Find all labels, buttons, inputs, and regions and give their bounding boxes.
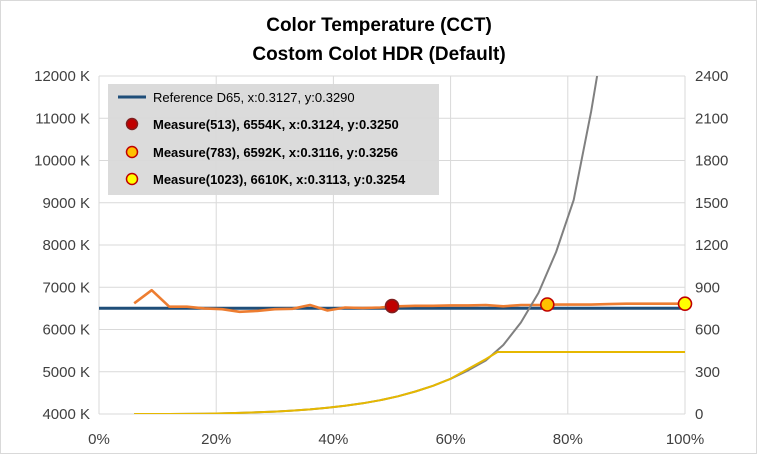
legend-label-measure: Measure(513), 6554K, x:0.3124, y:0.3250 [153,117,399,132]
x-tick-label: 100% [666,431,704,448]
measure-marker-2 [677,296,693,312]
y-right-tick-label: 2100 [695,110,728,127]
series-line-3 [134,351,685,414]
x-tick-label: 60% [436,431,466,448]
measure-markers [384,296,693,314]
legend: Reference D65, x:0.3127, y:0.3290 Measure… [108,84,439,195]
y-left-tick-label: 10000 K [34,153,90,170]
y-right-tick-label: 2400 [695,68,728,85]
legend-label-measure: Measure(783), 6592K, x:0.3116, y:0.3256 [153,145,398,160]
legend-label-reference: Reference D65, x:0.3127, y:0.3290 [153,90,355,105]
x-tick-label: 40% [318,431,348,448]
y-left-tick-label: 7000 K [42,279,90,296]
y-left-tick-label: 6000 K [42,322,90,339]
measure-marker-0 [384,298,400,314]
y-right-tick-label: 300 [695,364,720,381]
y-right-tick-label: 1800 [695,153,728,170]
y-left-tick-label: 12000 K [34,68,90,85]
chart-subtitle: Costom Colot HDR (Default) [252,44,505,65]
measure-marker-1 [539,297,555,312]
legend-swatch-measure [125,117,139,131]
y-right-tick-label: 600 [695,322,720,339]
series-line-1 [133,288,685,314]
y-left-tick-label: 9000 K [42,195,90,212]
legend-label-measure: Measure(1023), 6610K, x:0.3113, y:0.3254 [153,172,406,187]
legend-swatch-measure [125,145,139,159]
y-left-tick-label: 8000 K [42,237,90,254]
legend-swatch-measure [125,172,139,186]
x-tick-label: 20% [201,431,231,448]
x-tick-label: 0% [88,431,110,448]
y-left-tick-label: 4000 K [42,406,90,423]
y-right-tick-label: 900 [695,279,720,296]
y-right-tick-label: 1200 [695,237,728,254]
y-left-tick-label: 11000 K [35,110,90,127]
legend-box [108,84,439,195]
x-tick-label: 80% [553,431,583,448]
chart-title: Color Temperature (CCT) [266,15,492,36]
y-left-tick-label: 5000 K [42,364,90,381]
y-right-tick-label: 0 [695,406,703,423]
y-right-tick-label: 1500 [695,195,728,212]
axes: 4000 K 5000 K 6000 K 7000 K 8000 K 9000 K 1000… [34,68,728,448]
